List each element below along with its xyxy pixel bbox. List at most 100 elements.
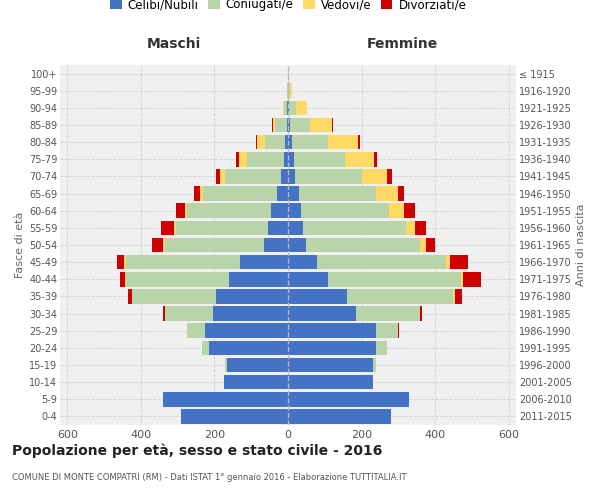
Bar <box>194 186 200 201</box>
Bar <box>299 186 376 201</box>
Bar <box>288 306 356 321</box>
Bar <box>362 169 387 184</box>
Bar <box>271 204 288 218</box>
Bar <box>126 272 229 286</box>
Bar <box>328 135 358 150</box>
Bar <box>226 169 281 184</box>
Bar <box>389 204 404 218</box>
Bar <box>288 340 376 355</box>
Bar <box>163 238 165 252</box>
Legend: Celibi/Nubili, Coniugati/e, Vedovi/e, Divorziati/e: Celibi/Nubili, Coniugati/e, Vedovi/e, Di… <box>105 0 471 16</box>
Bar <box>289 100 296 115</box>
Bar <box>288 272 328 286</box>
Y-axis label: Fasce di età: Fasce di età <box>14 212 25 278</box>
Bar <box>376 324 398 338</box>
Text: COMUNE DI MONTE COMPATRI (RM) - Dati ISTAT 1° gennaio 2016 - Elaborazione TUTTIT: COMUNE DI MONTE COMPATRI (RM) - Dati IST… <box>12 473 407 482</box>
Bar <box>165 306 212 321</box>
Bar <box>176 204 185 218</box>
Text: Maschi: Maschi <box>147 38 201 52</box>
Bar <box>247 152 284 166</box>
Bar <box>310 118 332 132</box>
Bar <box>288 392 409 406</box>
Bar <box>165 238 264 252</box>
Bar <box>174 220 176 235</box>
Bar <box>205 324 288 338</box>
Bar <box>284 100 287 115</box>
Bar <box>415 220 426 235</box>
Bar <box>152 238 163 252</box>
Bar <box>117 255 124 270</box>
Bar <box>295 169 362 184</box>
Bar <box>463 272 481 286</box>
Bar <box>239 152 247 166</box>
Bar <box>288 152 293 166</box>
Bar <box>277 186 288 201</box>
Bar <box>240 255 288 270</box>
Bar <box>200 186 203 201</box>
Bar <box>288 289 347 304</box>
Bar <box>387 169 392 184</box>
Bar <box>290 118 310 132</box>
Bar <box>128 289 132 304</box>
Bar <box>328 272 461 286</box>
Bar <box>373 358 376 372</box>
Bar <box>450 255 468 270</box>
Bar <box>187 204 271 218</box>
Bar <box>288 220 303 235</box>
Bar <box>224 375 288 390</box>
Bar <box>275 118 287 132</box>
Bar <box>376 186 398 201</box>
Bar <box>347 289 454 304</box>
Bar <box>454 289 455 304</box>
Bar <box>288 358 373 372</box>
Bar <box>287 100 288 115</box>
Bar <box>163 306 165 321</box>
Bar <box>406 220 415 235</box>
Bar <box>288 186 299 201</box>
Bar <box>265 135 285 150</box>
Bar <box>187 324 205 338</box>
Text: Popolazione per età, sesso e stato civile - 2016: Popolazione per età, sesso e stato civil… <box>12 444 382 458</box>
Bar <box>307 238 421 252</box>
Bar <box>176 220 268 235</box>
Bar <box>421 238 426 252</box>
Bar <box>288 66 289 81</box>
Text: Femmine: Femmine <box>367 38 437 52</box>
Bar <box>288 204 301 218</box>
Bar <box>124 255 126 270</box>
Bar <box>257 135 265 150</box>
Bar <box>398 186 404 201</box>
Bar <box>220 169 226 184</box>
Bar <box>283 100 284 115</box>
Bar <box>301 204 389 218</box>
Bar <box>356 306 421 321</box>
Bar <box>398 324 399 338</box>
Bar <box>229 272 288 286</box>
Bar <box>332 118 333 132</box>
Bar <box>288 118 290 132</box>
Bar <box>288 409 391 424</box>
Bar <box>376 340 387 355</box>
Bar <box>256 135 257 150</box>
Bar <box>212 306 288 321</box>
Bar <box>126 255 240 270</box>
Bar <box>288 255 317 270</box>
Bar <box>292 135 328 150</box>
Bar <box>288 324 376 338</box>
Bar <box>374 152 377 166</box>
Bar <box>202 340 209 355</box>
Bar <box>268 220 288 235</box>
Bar <box>227 358 288 372</box>
Bar <box>185 204 187 218</box>
Bar <box>181 409 288 424</box>
Bar <box>404 204 415 218</box>
Bar <box>426 238 435 252</box>
Bar <box>293 152 345 166</box>
Bar <box>303 220 406 235</box>
Bar <box>290 84 292 98</box>
Bar <box>161 220 174 235</box>
Bar <box>132 289 216 304</box>
Bar <box>264 238 288 252</box>
Bar <box>288 169 295 184</box>
Bar <box>288 238 307 252</box>
